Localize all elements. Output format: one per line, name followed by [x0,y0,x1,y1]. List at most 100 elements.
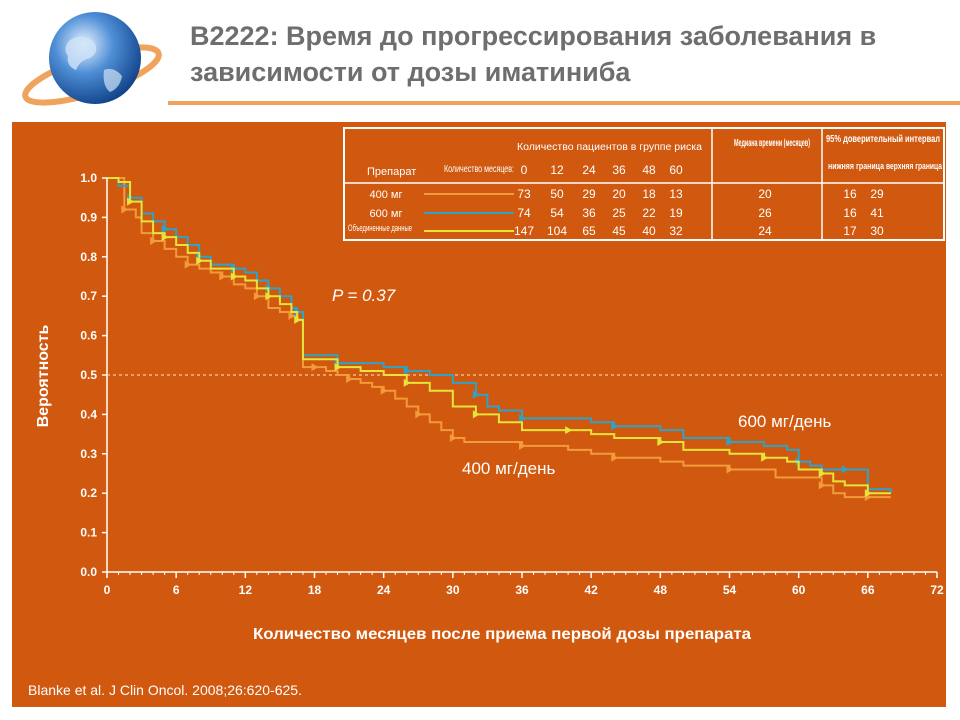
table-row-count: 45 [612,224,626,238]
table-timepoint: 0 [521,163,528,177]
censor-marker [184,260,192,269]
censor-marker [230,272,238,281]
censor-marker [864,489,872,498]
table-row-count: 40 [642,224,656,238]
label-600-mg: 600 мг/день [738,412,831,431]
censor-marker [472,390,480,399]
table-row-median: 20 [758,187,772,201]
censor-marker [311,363,319,372]
censor-marker [611,453,619,462]
table-timepoint: 12 [550,163,564,177]
x-tick-label: 6 [173,583,180,597]
table-row-count: 29 [582,187,596,201]
table-row-ci-upper: 30 [870,224,884,238]
table-row-median: 26 [758,206,772,220]
p-value-annotation: P = 0.37 [332,286,396,305]
x-axis-label: Количество месяцев после приема первой д… [253,626,751,643]
table-header-median: Медиана времени (месяцев) [734,138,810,149]
censor-marker [346,374,354,383]
x-tick-label: 72 [930,583,944,597]
x-tick-label: 42 [584,583,598,597]
x-tick-label: 30 [446,583,460,597]
x-tick-label: 48 [654,583,668,597]
table-timepoint: 24 [582,163,596,177]
survival-curve-2 [107,177,892,494]
censor-marker [519,414,526,423]
table-row-count: 18 [642,187,656,201]
y-tick-label: 0.9 [80,210,97,224]
censor-marker [219,272,227,281]
table-row-ci-lower: 16 [843,206,857,220]
table-row-count: 50 [550,187,564,201]
censor-marker [161,233,169,242]
censor-marker [403,378,411,387]
survival-chart: Препарат Количество месяцев: Количество … [35,127,945,643]
table-header-ci: 95% доверительный интервал [826,134,940,145]
table-timepoint: 48 [642,163,656,177]
y-tick-label: 0.2 [80,486,97,500]
y-tick-label: 0.4 [80,407,97,421]
y-tick-label: 0.7 [80,289,97,303]
x-tick-label: 0 [104,583,111,597]
citation: Blanke et al. J Clin Oncol. 2008;26:620-… [28,682,302,698]
label-400-mg: 400 мг/день [462,459,555,478]
chart-panel: Препарат Количество месяцев: Количество … [12,122,946,707]
censor-marker [288,311,296,320]
table-row-ci-lower: 17 [843,224,857,238]
censor-marker [761,453,769,462]
table-row-median: 24 [758,224,772,238]
censor-marker [334,363,342,372]
censor-marker [657,437,665,446]
censor-marker [380,386,388,395]
censor-marker [841,465,849,474]
censor-marker [565,426,573,435]
table-timepoint: 60 [669,163,683,177]
x-tick-label: 60 [792,583,806,597]
censor-marker [150,237,158,246]
censor-marker [818,469,826,478]
censor-marker [415,410,423,419]
censor-marker [294,315,302,324]
table-row-ci-upper: 41 [870,206,884,220]
table-header-ci-lower: нижняя граница [828,161,885,171]
globe-logo-icon [22,12,162,106]
table-row-count: 74 [517,206,531,220]
y-tick-label: 0.1 [80,526,97,540]
table-header-at-risk: Количество пациентов в группе риска [517,142,702,153]
table-row-count: 20 [612,187,626,201]
x-tick-label: 18 [308,583,322,597]
censor-marker [449,434,457,443]
y-tick-label: 0.3 [80,447,97,461]
censor-marker [519,441,526,450]
y-tick-label: 0.8 [80,250,97,264]
censor-marker [611,422,619,431]
table-row-count: 32 [669,224,683,238]
table-row-ci-lower: 16 [843,187,857,201]
table-row-count: 104 [547,224,567,238]
y-tick-label: 1.0 [80,171,97,185]
censor-marker [127,197,135,206]
x-tick-label: 66 [861,583,875,597]
table-row-ci-upper: 29 [870,187,884,201]
page-title: В2222: Время до прогрессирования заболев… [190,21,877,87]
table-row-count: 25 [612,206,626,220]
table-row-count: 73 [517,187,531,201]
risk-table: Препарат Количество месяцев: Количество … [343,127,945,241]
y-tick-label: 0.0 [80,565,97,579]
x-tick-label: 36 [515,583,529,597]
table-row-drug: 600 мг [370,208,403,220]
censor-marker [403,367,411,376]
censor-marker [726,465,734,474]
table-header-ci-upper: верхняя граница [886,161,943,171]
x-tick-label: 12 [239,583,253,597]
table-header-count: Количество месяцев: [444,164,514,175]
table-row-count: 13 [669,187,683,201]
table-row-drug: 400 мг [370,189,403,201]
table-row-count: 54 [550,206,564,220]
censor-marker [196,256,204,265]
table-row-count: 19 [669,206,683,220]
x-tick-label: 54 [723,583,737,597]
table-header-drug: Препарат [367,166,416,178]
y-tick-label: 0.5 [80,368,97,382]
y-tick-label: 0.6 [80,329,97,343]
